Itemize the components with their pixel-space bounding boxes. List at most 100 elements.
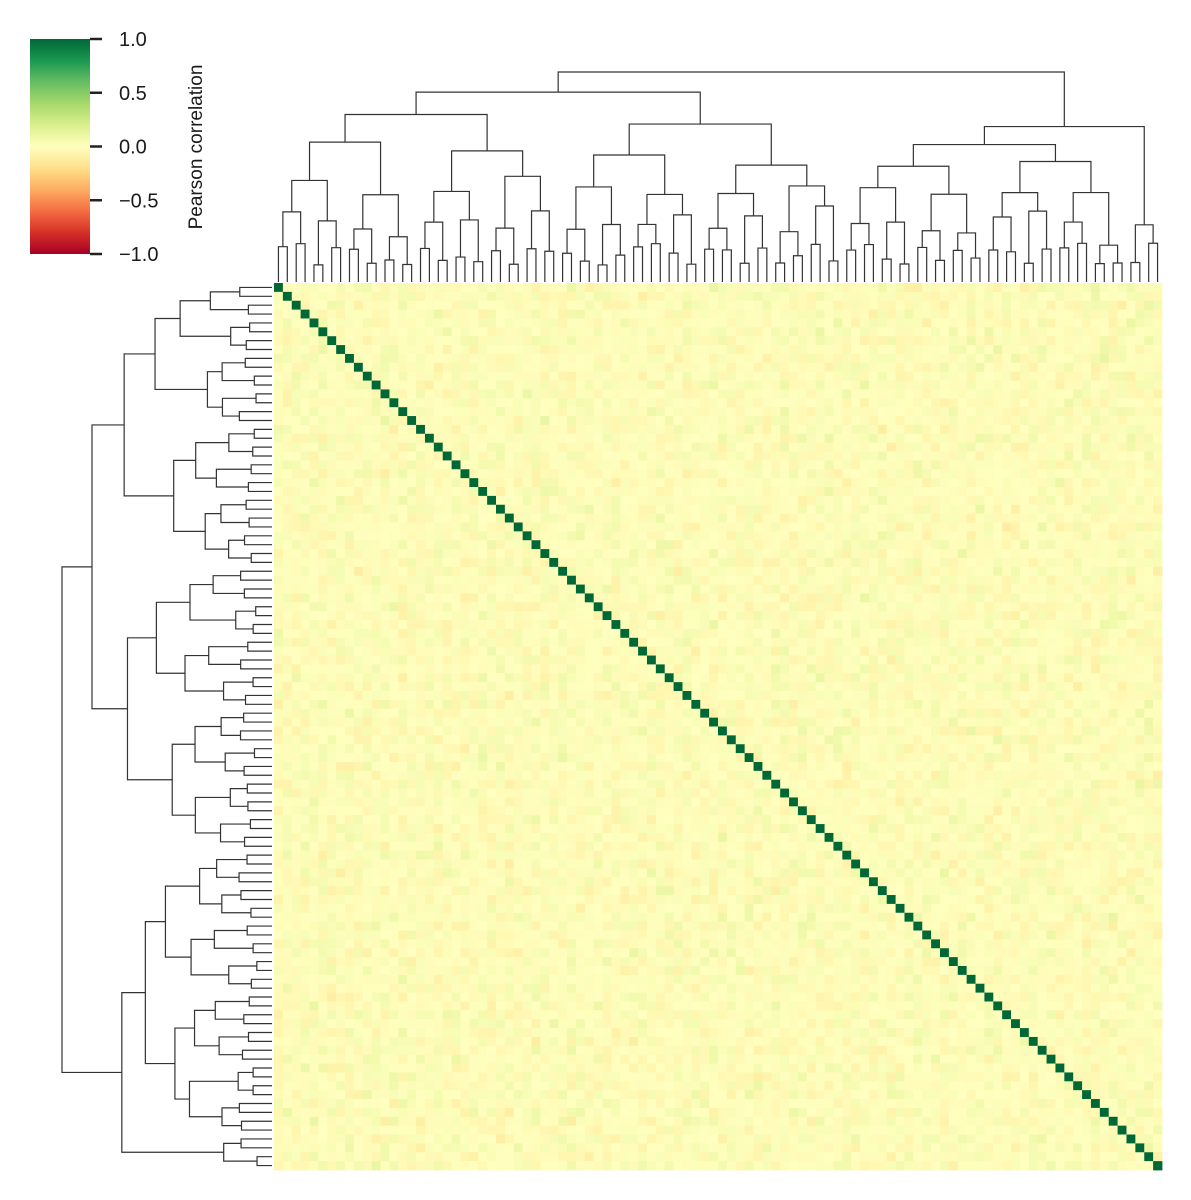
heatmap-cell bbox=[398, 664, 408, 674]
heatmap-cell bbox=[584, 717, 595, 727]
heatmap-cell bbox=[424, 309, 435, 319]
heatmap-cell bbox=[424, 318, 435, 328]
heatmap-cell bbox=[407, 389, 417, 399]
heatmap-cell bbox=[309, 478, 319, 488]
heatmap-cell bbox=[753, 513, 763, 523]
heatmap-cell bbox=[1082, 655, 1092, 665]
heatmap-cell bbox=[886, 327, 896, 337]
heatmap-cell bbox=[496, 371, 506, 381]
heatmap-cell bbox=[993, 522, 1003, 532]
heatmap-cell bbox=[966, 407, 976, 417]
heatmap-cell bbox=[602, 682, 612, 692]
heatmap-cell bbox=[460, 522, 470, 532]
heatmap-cell bbox=[913, 655, 923, 665]
heatmap-cell bbox=[824, 389, 834, 399]
heatmap-cell bbox=[1126, 424, 1136, 435]
heatmap-cell bbox=[806, 451, 817, 461]
heatmap-cell bbox=[558, 664, 568, 674]
heatmap-cell bbox=[868, 664, 879, 674]
heatmap-cell bbox=[1126, 451, 1136, 461]
heatmap-cell bbox=[984, 699, 994, 710]
heatmap-cell bbox=[744, 557, 754, 568]
heatmap-cell bbox=[886, 699, 896, 710]
heatmap-cell bbox=[913, 531, 923, 541]
heatmap-cell bbox=[895, 531, 905, 541]
heatmap-cell bbox=[629, 646, 639, 656]
heatmap-cell bbox=[558, 682, 568, 692]
heatmap-cell bbox=[513, 540, 524, 550]
heatmap-cell bbox=[682, 699, 692, 710]
heatmap-cell bbox=[753, 469, 763, 479]
heatmap-cell bbox=[1055, 628, 1065, 639]
heatmap-cell bbox=[1002, 708, 1012, 719]
heatmap-cell bbox=[700, 637, 710, 648]
heatmap-cell bbox=[371, 628, 381, 639]
heatmap-cell bbox=[318, 628, 328, 639]
heatmap-cell bbox=[904, 673, 914, 683]
heatmap-cell bbox=[860, 309, 870, 319]
heatmap-cell bbox=[780, 318, 790, 328]
heatmap-cell bbox=[993, 540, 1003, 550]
heatmap-cell bbox=[824, 540, 834, 550]
heatmap-cell bbox=[1073, 549, 1083, 559]
heatmap-cell bbox=[1055, 620, 1065, 630]
heatmap-cell bbox=[1002, 620, 1012, 630]
heatmap-cell bbox=[833, 327, 843, 337]
heatmap-cell bbox=[1019, 487, 1030, 497]
heatmap-cell bbox=[789, 433, 799, 444]
heatmap-cell bbox=[886, 646, 896, 656]
heatmap-cell bbox=[451, 487, 461, 497]
heatmap-cell bbox=[735, 540, 746, 550]
heatmap-cell bbox=[993, 682, 1003, 692]
heatmap-cell bbox=[940, 504, 950, 515]
heatmap-cell bbox=[815, 637, 825, 648]
heatmap-cell bbox=[362, 682, 373, 692]
heatmap-cell bbox=[478, 691, 488, 701]
heatmap-cell bbox=[913, 336, 923, 346]
heatmap-cell bbox=[780, 451, 790, 461]
heatmap-cell bbox=[735, 487, 746, 497]
heatmap-cell bbox=[407, 513, 417, 523]
heatmap-cell bbox=[1011, 407, 1021, 417]
heatmap-cell bbox=[673, 478, 683, 488]
heatmap-cell bbox=[638, 637, 648, 648]
heatmap-cell bbox=[797, 504, 808, 515]
heatmap-cell bbox=[318, 717, 328, 727]
heatmap-cell bbox=[957, 433, 968, 444]
heatmap-cell bbox=[691, 593, 701, 603]
heatmap-cell bbox=[1153, 416, 1163, 426]
heatmap-cell bbox=[797, 371, 808, 381]
heatmap-cell bbox=[451, 522, 461, 532]
heatmap-cell bbox=[433, 398, 444, 408]
heatmap-cell bbox=[797, 469, 808, 479]
heatmap-cell bbox=[460, 557, 470, 568]
heatmap-cell bbox=[424, 682, 435, 692]
heatmap-cell bbox=[904, 691, 914, 701]
heatmap-cell bbox=[629, 620, 639, 630]
heatmap-cell bbox=[646, 584, 657, 594]
heatmap-cell bbox=[1144, 682, 1154, 692]
heatmap-cell bbox=[851, 611, 861, 621]
heatmap-cell bbox=[753, 637, 763, 648]
heatmap-cell bbox=[336, 460, 346, 470]
heatmap-cell bbox=[469, 283, 479, 293]
heatmap-cell bbox=[407, 495, 417, 506]
heatmap-cell bbox=[735, 318, 746, 328]
heatmap-cell bbox=[771, 495, 781, 506]
heatmap-cell bbox=[753, 655, 763, 665]
heatmap-cell bbox=[940, 646, 950, 656]
heatmap-cell bbox=[1073, 300, 1083, 311]
heatmap-cell bbox=[780, 283, 790, 293]
heatmap-cell bbox=[780, 557, 790, 568]
heatmap-cell bbox=[1144, 691, 1154, 701]
heatmap-cell bbox=[513, 655, 524, 665]
heatmap-cell bbox=[1126, 699, 1136, 710]
heatmap-cell bbox=[336, 336, 346, 346]
heatmap-cell bbox=[602, 717, 612, 727]
heatmap-cell bbox=[620, 442, 630, 452]
heatmap-cell bbox=[700, 522, 710, 532]
heatmap-cell bbox=[718, 566, 728, 577]
heatmap-cell bbox=[966, 628, 976, 639]
heatmap-cell bbox=[611, 300, 621, 311]
heatmap-cell bbox=[291, 549, 302, 559]
